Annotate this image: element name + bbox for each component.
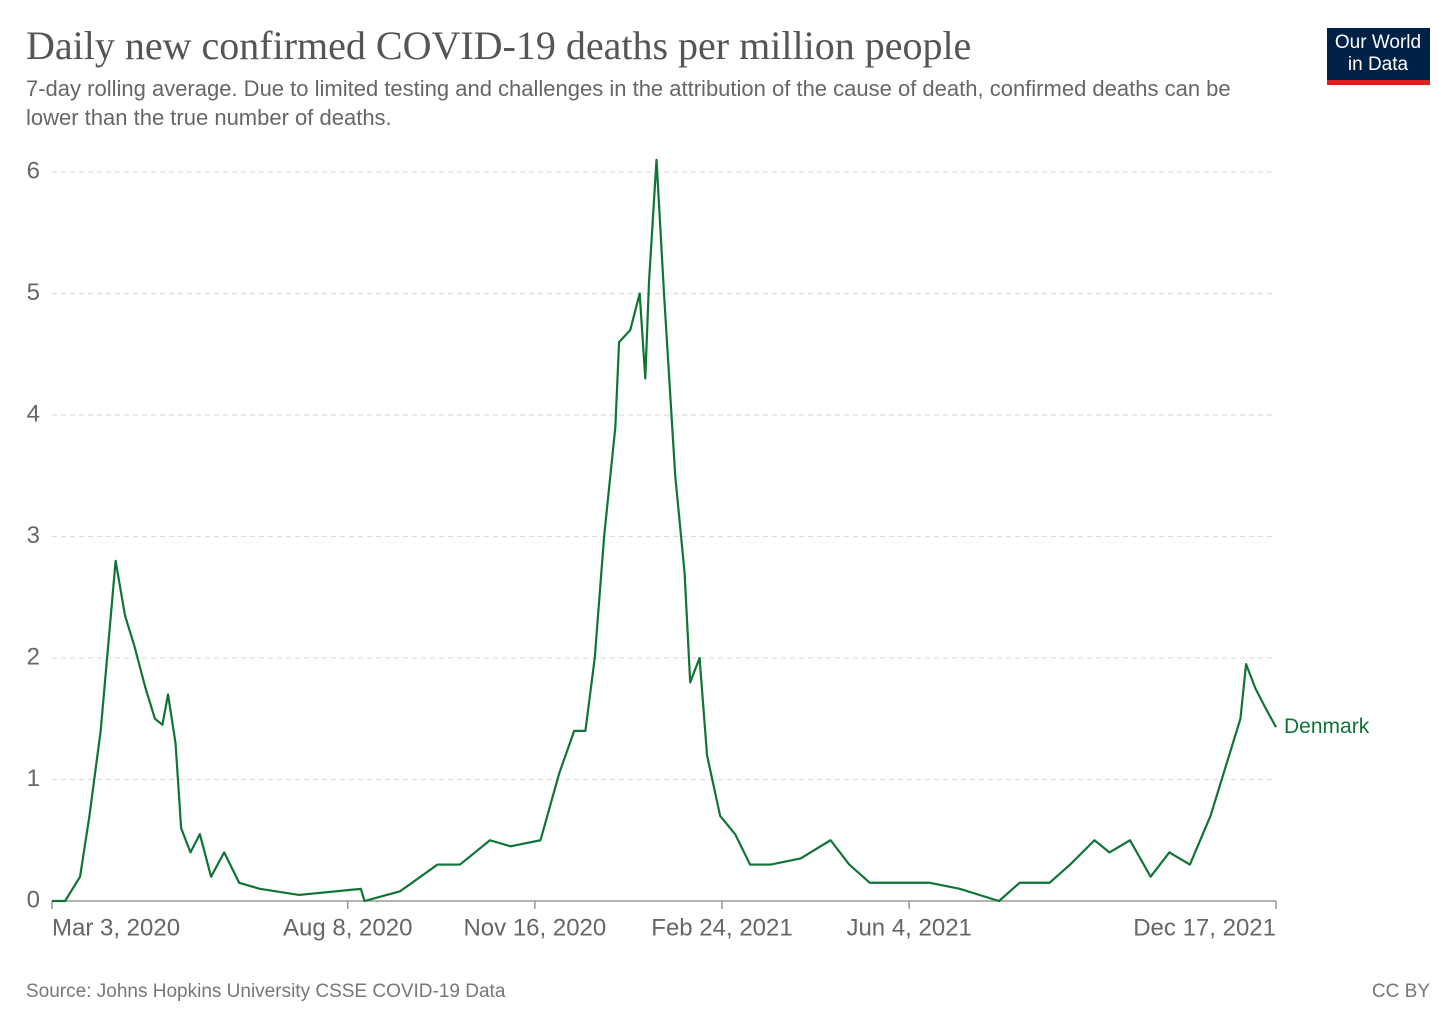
source: Source: Johns Hopkins University CSSE CO… — [26, 981, 506, 1002]
logo-text: Our World — [1335, 32, 1421, 53]
y-tick-label: 6 — [27, 157, 40, 184]
y-tick-label: 0 — [27, 886, 40, 913]
license: CC BY — [1372, 981, 1430, 1002]
y-tick-label: 2 — [27, 643, 40, 670]
logo-strip — [1327, 80, 1430, 85]
y-tick-label: 4 — [27, 400, 40, 427]
x-tick-label: Aug 8, 2020 — [283, 914, 412, 941]
x-tick-label: Dec 17, 2021 — [1133, 914, 1276, 941]
series-label: Denmark — [1284, 715, 1370, 738]
x-tick-label: Nov 16, 2020 — [463, 914, 606, 941]
x-tick-label: Feb 24, 2021 — [651, 914, 792, 941]
chart-subtitle: 7-day rolling average. Due to limited te… — [26, 76, 1231, 130]
series-line — [52, 158, 1277, 903]
logo-text: in Data — [1348, 54, 1409, 75]
logo-box — [1327, 28, 1430, 80]
x-tick-label: Mar 3, 2020 — [52, 914, 180, 941]
x-tick-label: Jun 4, 2021 — [846, 914, 971, 941]
y-tick-label: 5 — [27, 279, 40, 306]
y-tick-label: 3 — [27, 522, 40, 549]
y-tick-label: 1 — [27, 765, 40, 792]
chart-title: Daily new confirmed COVID-19 deaths per … — [26, 23, 972, 68]
